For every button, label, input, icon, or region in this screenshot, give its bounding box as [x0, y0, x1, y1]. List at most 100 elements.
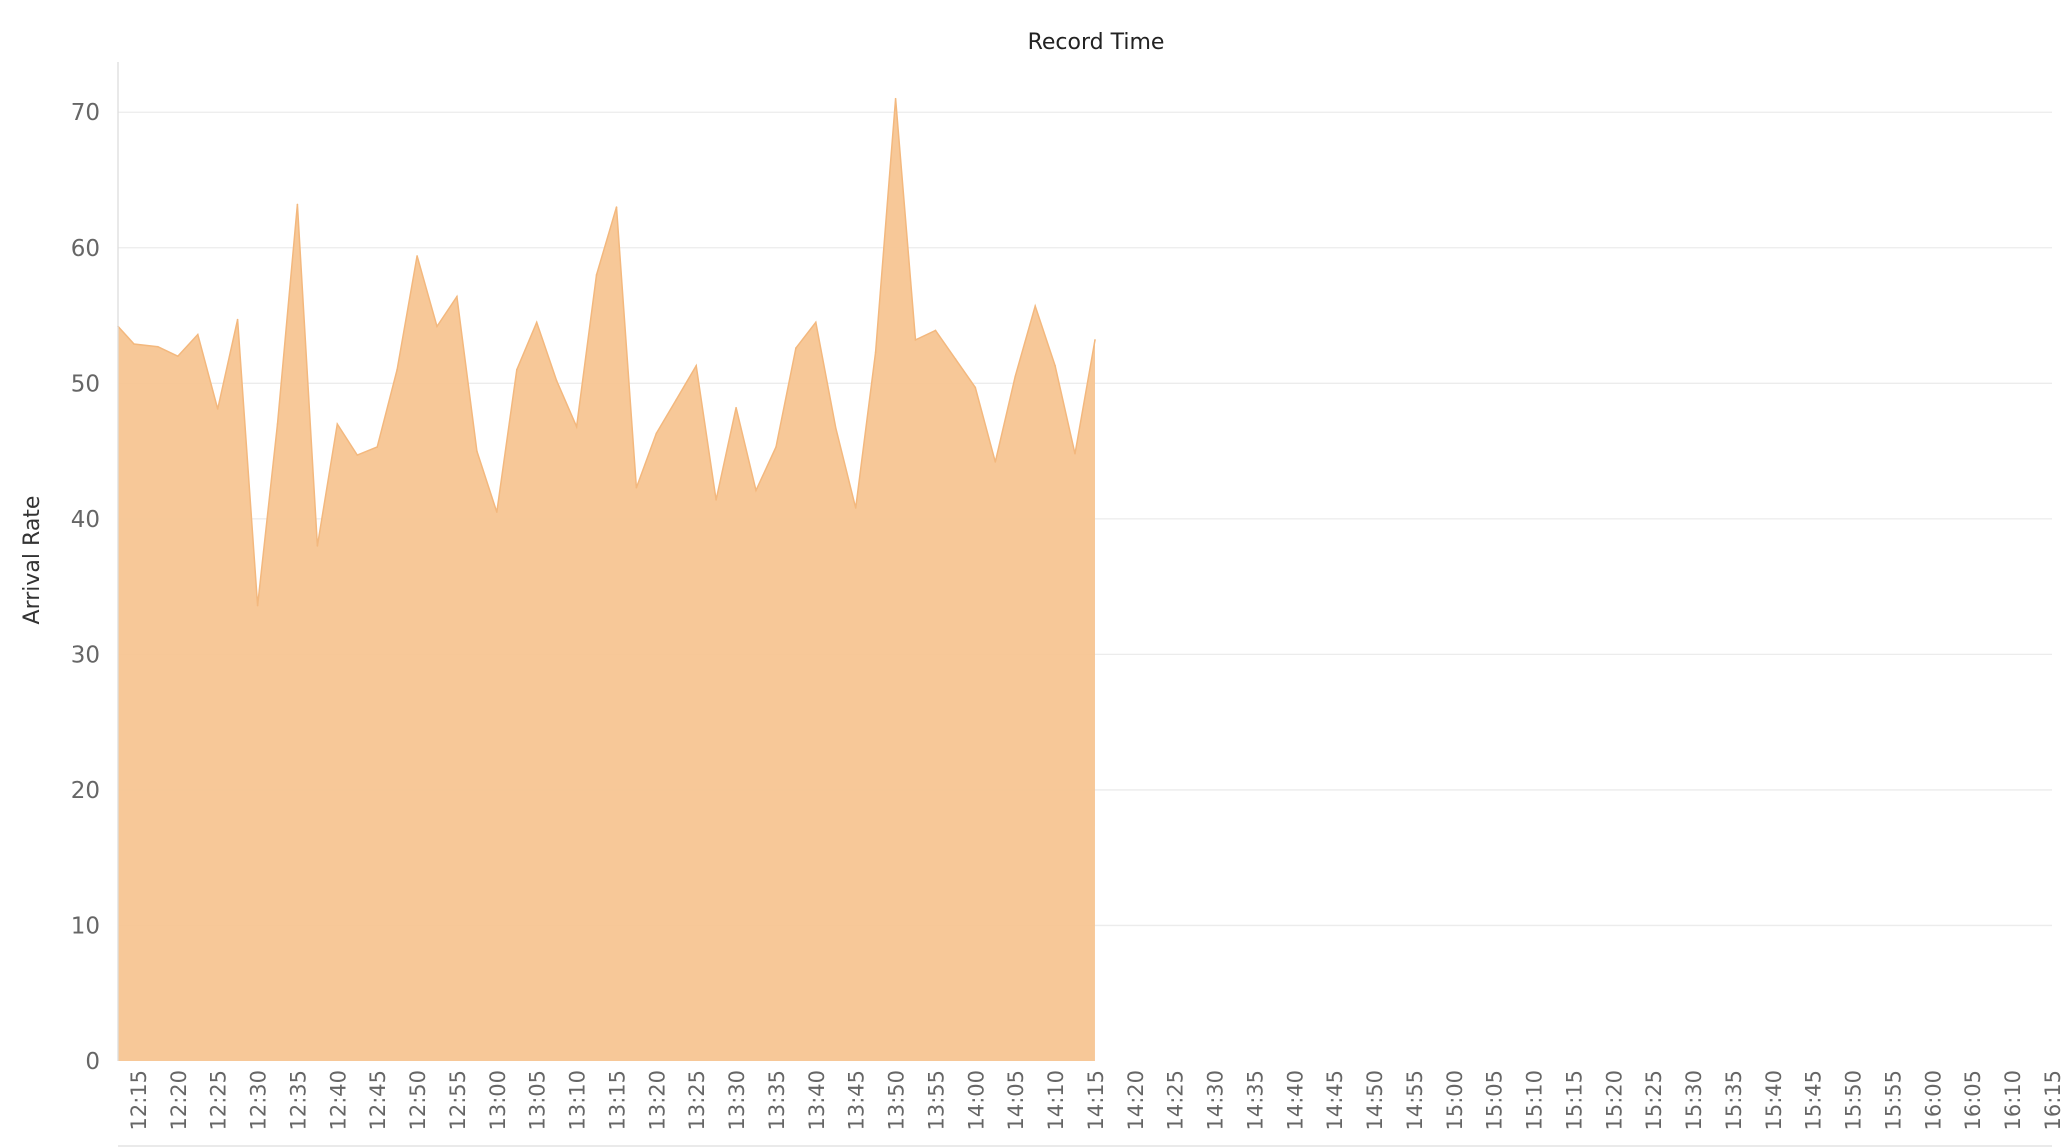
x-tick-label: 15:50 [1842, 1070, 1866, 1131]
x-tick-label: 13:40 [805, 1070, 829, 1131]
x-tick-label: 13:50 [885, 1070, 909, 1131]
x-tick-label: 12:20 [167, 1070, 191, 1131]
y-tick-label: 30 [71, 642, 100, 668]
area-series-0 [118, 98, 1095, 1061]
data-point [516, 368, 518, 371]
x-tick-label: 13:30 [725, 1070, 749, 1131]
x-tick-label: 14:45 [1323, 1070, 1347, 1131]
x-tick-label: 14:15 [1084, 1070, 1108, 1131]
x-tick-label: 13:55 [925, 1070, 949, 1131]
x-tick-label: 15:00 [1443, 1070, 1467, 1131]
data-point [874, 351, 877, 353]
x-tick-label: 15:40 [1762, 1070, 1786, 1131]
x-tick-label: 15:10 [1523, 1070, 1547, 1131]
data-point [635, 486, 638, 489]
data-point [316, 545, 319, 547]
x-tick-label: 15:30 [1682, 1070, 1706, 1131]
x-tick-label: 13:25 [685, 1070, 709, 1131]
y-tick-label: 0 [85, 1049, 100, 1075]
x-tick-label: 14:50 [1363, 1070, 1387, 1131]
data-point [815, 321, 817, 324]
x-tick-label: 12:35 [286, 1070, 310, 1131]
x-tick-label: 13:20 [645, 1070, 669, 1131]
x-tick-label: 12:25 [207, 1070, 231, 1131]
data-point [854, 507, 857, 509]
data-point [376, 446, 379, 448]
data-point [994, 461, 997, 463]
data-point [675, 398, 678, 401]
data-point [695, 364, 697, 367]
x-tick-label: 12:45 [366, 1070, 390, 1131]
x-tick-label: 15:45 [1802, 1070, 1826, 1131]
data-point [396, 368, 398, 371]
data-point [336, 423, 339, 425]
data-point [715, 499, 717, 501]
data-point [157, 345, 159, 348]
x-tick-label: 14:30 [1204, 1070, 1228, 1131]
data-point [256, 604, 259, 607]
data-point [276, 423, 279, 425]
data-point [436, 325, 438, 328]
axis-lines [117, 62, 2052, 1147]
data-point [133, 343, 135, 345]
x-tick-label: 13:35 [765, 1070, 789, 1131]
data-point [216, 408, 219, 410]
x-tick-label: 12:40 [326, 1070, 350, 1131]
x-tick-label: 15:35 [1722, 1070, 1746, 1131]
data-point [655, 432, 658, 435]
data-point [735, 406, 737, 409]
x-tick-label: 12:55 [446, 1070, 470, 1131]
area-series-line-0 [117, 98, 1096, 606]
data-point [1074, 453, 1076, 455]
data-point [934, 329, 937, 332]
x-tick-label: 13:00 [486, 1070, 510, 1131]
chart-title: Record Time [1028, 30, 1165, 55]
x-tick-label: 12:30 [247, 1070, 271, 1131]
x-tick-label: 15:20 [1602, 1070, 1626, 1131]
data-point [456, 295, 458, 298]
data-point [954, 358, 957, 360]
data-point [974, 386, 977, 389]
x-axis-ticks: 12:15 12:20 12:25 12:30 12:35 12:40 12:45 12:50… [127, 1070, 2065, 1131]
x-tick-label: 12:50 [406, 1070, 430, 1131]
x-tick-label: 12:15 [127, 1070, 151, 1131]
data-point [496, 511, 498, 513]
data-point [236, 318, 239, 321]
data-point [775, 446, 777, 448]
x-tick-label: 13:05 [526, 1070, 550, 1131]
data-point [1054, 364, 1056, 367]
data-point [1014, 375, 1016, 378]
area-layer [117, 97, 1096, 1061]
data-point [795, 347, 797, 349]
data-point [894, 97, 897, 100]
x-tick-label: 15:25 [1642, 1070, 1666, 1131]
y-tick-label: 50 [71, 371, 100, 397]
x-tick-label: 14:00 [964, 1070, 988, 1131]
y-tick-label: 20 [71, 778, 100, 804]
x-tick-label: 15:05 [1483, 1070, 1507, 1131]
y-tick-label: 70 [71, 100, 100, 126]
y-tick-label: 40 [71, 507, 100, 533]
y-axis-title: Arrival Rate [20, 496, 45, 625]
data-point [356, 454, 359, 456]
y-tick-label: 60 [71, 236, 100, 262]
data-point [416, 255, 418, 257]
y-tick-label: 10 [71, 913, 100, 939]
x-tick-label: 14:25 [1164, 1070, 1188, 1131]
x-tick-label: 16:00 [1921, 1070, 1945, 1131]
data-point [1094, 339, 1096, 341]
data-point [197, 333, 199, 336]
data-point [296, 203, 299, 206]
data-point [177, 355, 179, 358]
data-point [1034, 305, 1036, 307]
data-point [914, 339, 917, 341]
x-tick-label: 14:55 [1403, 1070, 1427, 1131]
x-tick-label: 14:20 [1124, 1070, 1148, 1131]
data-point [535, 321, 538, 324]
x-tick-label: 14:05 [1004, 1070, 1028, 1131]
data-point [835, 427, 837, 429]
x-tick-label: 13:45 [845, 1070, 869, 1131]
x-tick-label: 15:55 [1882, 1070, 1906, 1131]
